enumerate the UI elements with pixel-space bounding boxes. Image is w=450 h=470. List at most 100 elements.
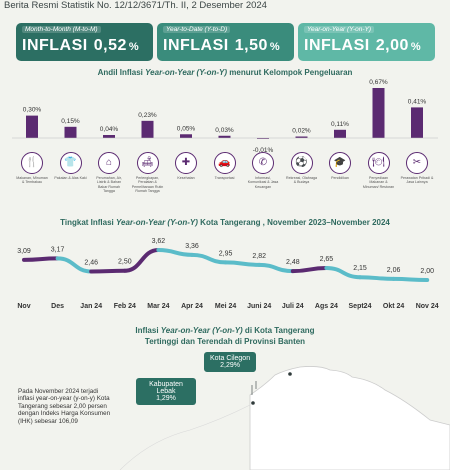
x-tick-4: Mar 24 <box>147 303 169 310</box>
card-label: Year-to-Date (Y-to-D) <box>163 26 231 33</box>
category-label: Informasi, Komunikasi & Jasa Keuangan <box>247 176 279 189</box>
line-segment-6 <box>223 260 262 267</box>
category-label: Transportasi <box>214 176 235 180</box>
x-tick-5: Apr 24 <box>181 303 203 310</box>
bar-label-5: 0,03% <box>215 127 234 134</box>
x-tick-10: Sept24 <box>349 303 372 310</box>
category-item: 🚗 Transportasi <box>208 152 242 180</box>
tools-icon: ✂ <box>406 152 428 174</box>
food-icon: 🍴 <box>21 152 43 174</box>
line-chart: 3,09 Nov 3,17 Des 2,46 Jan 24 2,50 Feb 24 3,62 Ma… <box>17 238 439 310</box>
line-segment-8 <box>290 265 329 274</box>
card-unit: % <box>410 41 422 53</box>
phone-icon: ✆ <box>252 152 274 174</box>
x-tick-12: Nov 24 <box>416 303 439 310</box>
bar-2 <box>103 135 115 138</box>
x-tick-9: Ags 24 <box>315 303 338 310</box>
line-label-1: 3,17 <box>51 246 65 253</box>
education-icon: 🎓 <box>329 152 351 174</box>
bar-label-0: 0,30% <box>23 107 42 114</box>
inflation-ytd-card: Year-to-Date (Y-to-D) INFLASI 1,50% <box>157 23 294 61</box>
bar-label-8: 0,11% <box>331 121 349 128</box>
inflation-yoy-card: Year-on-Year (Y-on-Y) INFLASI 2,00% <box>298 23 435 61</box>
transport-icon: 🚗 <box>213 152 236 174</box>
map-title-line2: Tertinggi dan Terendah di Provinsi Bante… <box>144 337 306 346</box>
x-tick-7: Juni 24 <box>247 303 271 310</box>
map-note: Pada November 2024 terjadi inflasi year-… <box>18 388 111 425</box>
line-label-10: 2,15 <box>353 265 367 272</box>
line-segment-1 <box>55 256 94 274</box>
bar-4 <box>180 134 192 138</box>
clothing-icon: 👕 <box>59 152 82 174</box>
category-label: Perumahan, Air, Listrik & Bahan Bakar Ru… <box>96 176 122 194</box>
category-item: 🛋 Perlengkapan, Peralatan & Pemeliharaan … <box>131 152 165 194</box>
bar-label-9: 0,67% <box>369 79 388 86</box>
card-unit: % <box>128 41 140 53</box>
bar-label-1: 0,15% <box>61 118 80 125</box>
line-chart-title: Tingkat Inflasi Year-on-Year (Y-on-Y) Ko… <box>60 218 390 227</box>
x-tick-2: Jan 24 <box>80 303 102 310</box>
x-tick-3: Feb 24 <box>114 303 136 310</box>
line-segment-7 <box>257 262 295 274</box>
line-label-12: 2,00 <box>420 268 434 275</box>
line-label-6: 2,95 <box>219 250 233 257</box>
bar-chart-title: Andil Inflasi Year-on-Year (Y-on-Y) menu… <box>97 68 353 77</box>
card-title: INFLASI <box>22 37 88 54</box>
category-item: ✆ Informasi, Komunikasi & Jasa Keuangan <box>246 152 280 189</box>
bar-label-6: -0,01% <box>253 147 274 154</box>
banten-map <box>119 366 450 470</box>
line-segment-9 <box>324 265 362 280</box>
bar-10 <box>411 107 423 138</box>
category-label: Makanan, Minuman & Tembakau <box>16 176 48 185</box>
sport-icon: ⚽ <box>290 152 313 174</box>
line-label-11: 2,06 <box>387 267 401 274</box>
x-tick-8: Juli 24 <box>282 303 304 310</box>
card-value: 1,50 <box>234 37 268 54</box>
category-item: ✂ Perawatan Pribadi & Jasa Lainnya <box>400 152 434 185</box>
card-value: 2,00 <box>375 37 409 54</box>
category-label: Pakaian & Alas Kaki <box>54 176 87 180</box>
x-tick-1: Des <box>51 303 64 310</box>
category-item: ⚽ Rekreasi, Olahraga & Budaya <box>285 152 319 185</box>
bar-chart: 0,30% 0,15% 0,04% 0,23% 0,05% 0,03% -0,01% 0,02… <box>12 79 438 154</box>
house-icon: ⌂ <box>98 152 120 174</box>
x-tick-11: Okt 24 <box>383 303 405 310</box>
line-segment-11 <box>391 276 430 282</box>
category-label: Rekreasi, Olahraga & Budaya <box>286 176 317 185</box>
category-label: Penyediaan Makanan & Minuman/ Restoran <box>362 176 395 189</box>
sofa-icon: 🛋 <box>136 152 159 174</box>
category-item: 🎓 Pendidikan <box>323 152 357 180</box>
bar-5 <box>218 135 231 138</box>
x-tick-0: Nov <box>17 303 30 310</box>
line-segment-2 <box>89 268 127 274</box>
category-label: Pendidikan <box>331 176 349 180</box>
line-label-2: 2,46 <box>84 259 98 266</box>
bar-1 <box>64 126 77 138</box>
line-label-8: 2,48 <box>286 259 300 266</box>
bar-label-10: 0,41% <box>408 98 427 105</box>
line-label-7: 2,82 <box>252 253 266 260</box>
category-item: 🍴 Makanan, Minuman & Tembakau <box>15 152 49 185</box>
line-label-9: 2,65 <box>320 256 334 263</box>
line-segment-10 <box>358 275 396 281</box>
bar-0 <box>26 115 38 138</box>
bar-label-7: 0,02% <box>292 128 311 135</box>
card-label: Month-to-Month (M-to-M) <box>22 26 101 33</box>
category-label: Perawatan Pribadi & Jasa Lainnya <box>400 176 434 185</box>
line-label-0: 3,09 <box>17 248 31 255</box>
category-item: ⌂ Perumahan, Air, Listrik & Bahan Bakar R… <box>92 152 126 194</box>
bar-3 <box>141 120 154 138</box>
map-title-line1: Inflasi Year-on-Year (Y-on-Y) di Kota Ta… <box>135 326 315 335</box>
card-value: 0,52 <box>93 37 127 54</box>
health-icon: ✚ <box>175 152 197 174</box>
card-title: INFLASI <box>304 37 370 54</box>
line-label-3: 2,50 <box>118 259 132 266</box>
bar-9 <box>372 88 385 138</box>
card-title: INFLASI <box>163 37 229 54</box>
callout-highest: Kota Cilegon 2,29% <box>204 352 257 372</box>
line-segment-4 <box>156 248 194 257</box>
bar-8 <box>334 129 346 138</box>
category-label: Kesehatan <box>177 176 195 180</box>
restaurant-icon: 🍽 <box>367 152 390 174</box>
bar-label-4: 0,05% <box>177 125 196 132</box>
